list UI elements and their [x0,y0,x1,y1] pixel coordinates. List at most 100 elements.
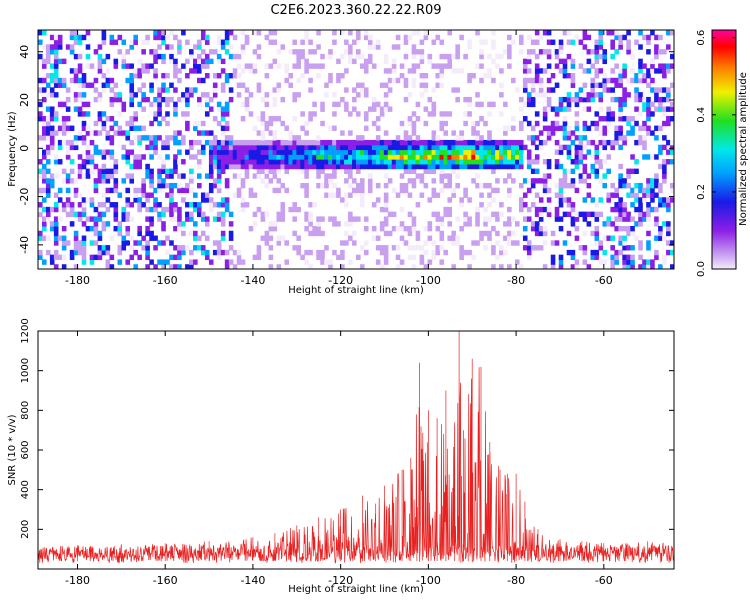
spectrogram-cell [670,159,674,165]
spectrogram-cell [538,82,544,88]
spectrogram-cell [300,53,305,60]
spectrogram-cell [451,230,456,237]
spectrogram-cell [161,87,166,93]
spectrogram-cell [200,211,206,218]
spectrogram-cell [423,163,429,170]
spectrogram-cell [304,173,309,179]
spectrogram-cell [526,216,532,222]
spectrogram-cell [280,211,286,218]
spectrogram-cell [232,154,238,160]
spectrogram-cell [109,125,115,131]
spectrogram-cell [340,197,345,203]
spectrogram-cell [614,125,619,131]
spectrogram-cell [177,225,182,232]
spectrogram-cell [137,135,142,141]
spectrogram-cell [109,235,115,241]
spectrogram-cell [101,87,107,93]
spectrogram-cell [646,230,651,237]
spectrogram-cell [646,182,651,189]
spectrogram-cell [618,178,623,184]
spectrogram-cell [558,49,564,55]
spectrogram-cell [185,111,190,117]
spectrogram-cell [200,216,206,222]
spectrogram-cell [97,149,103,155]
spectrogram-cell [292,63,297,69]
spectrogram-cell [646,111,651,117]
spectrogram-cell [356,187,361,194]
spectrogram-cell [276,87,282,93]
spectrogram-cell [471,125,476,131]
spectrogram-cell [280,120,286,127]
spectrogram-cell [125,135,131,141]
spectrogram-cell [161,225,166,232]
x-tick-label: -60 [595,274,613,287]
spectrogram-cell [463,139,468,146]
spectrogram-cell [483,245,488,251]
spectrogram-cell [284,187,290,194]
spectrogram-cell [73,264,79,269]
spectrogram-cell [240,206,246,213]
spectrogram-cell [658,235,663,241]
spectrogram-cell [491,159,496,165]
spectrogram-cell [332,144,337,151]
spectrogram-cell [153,53,158,60]
spectrogram-cell [161,139,166,146]
spectrogram-cell [598,82,604,88]
spectrogram-cell [85,63,91,69]
spectrogram-cell [141,202,146,208]
spectrogram-cell [566,149,572,155]
spectrogram-cell [558,264,564,269]
spectrogram-cell [356,82,361,88]
spectrogram-cell [407,178,413,184]
spectrogram-cell [538,206,544,213]
spectrogram-cell [220,106,226,112]
spectrogram-cell [61,139,67,146]
spectrogram-cell [367,44,373,50]
spectrogram-cell [276,178,282,184]
spectrogram-cell [359,192,365,198]
spectrogram-cell [443,144,449,151]
spectrogram-cell [41,173,47,179]
spectrogram-cell [77,135,83,141]
spectrogram-cell [73,92,79,98]
spectrogram-cell [503,101,508,108]
spectrogram-cell [292,230,297,237]
spectrogram-cell [570,82,576,88]
spectrogram-cell [220,216,226,222]
spectrogram-cell [41,58,47,65]
spectrogram-cell [264,92,270,98]
spectrogram-cell [622,264,627,269]
spectrogram-cell [125,197,131,203]
x-tick-label: -80 [507,274,525,287]
spectrogram-cell [359,163,365,170]
spectrogram-cell [570,139,576,146]
spectrogram-cell [530,202,536,208]
spectrogram-cell [411,49,417,55]
spectrogram-cell [654,206,659,213]
spectrogram-cell [534,245,540,251]
spectrogram-cell [308,216,313,222]
spectrogram-cell [161,39,166,45]
spectrogram-cell [423,264,429,269]
spectrogram-cell [515,154,520,160]
spectrogram-cell [443,163,449,170]
spectrogram-cell [642,101,647,108]
spectrogram-cell [359,202,365,208]
spectrogram-cell [546,53,552,60]
spectrogram-cell [590,168,596,174]
spectrogram-cell [208,144,214,151]
figure-title: C2E6.2023.360.22.22.R09 [270,3,441,18]
spectrogram-cell [197,53,202,60]
spectrogram-cell [622,92,627,98]
spectrogram-cell [157,92,162,98]
spectrogram-cell [224,259,230,265]
spectrogram-cell [395,225,401,232]
spectrogram-cell [646,192,651,198]
spectrogram-cell [288,139,294,146]
spectrogram-cell [292,163,297,170]
spectrogram-cell [133,73,138,79]
spectrogram-cell [618,173,623,179]
spectrogram-cell [379,245,385,251]
spectrogram-cell [41,63,47,69]
spectrogram-cell [204,63,210,69]
